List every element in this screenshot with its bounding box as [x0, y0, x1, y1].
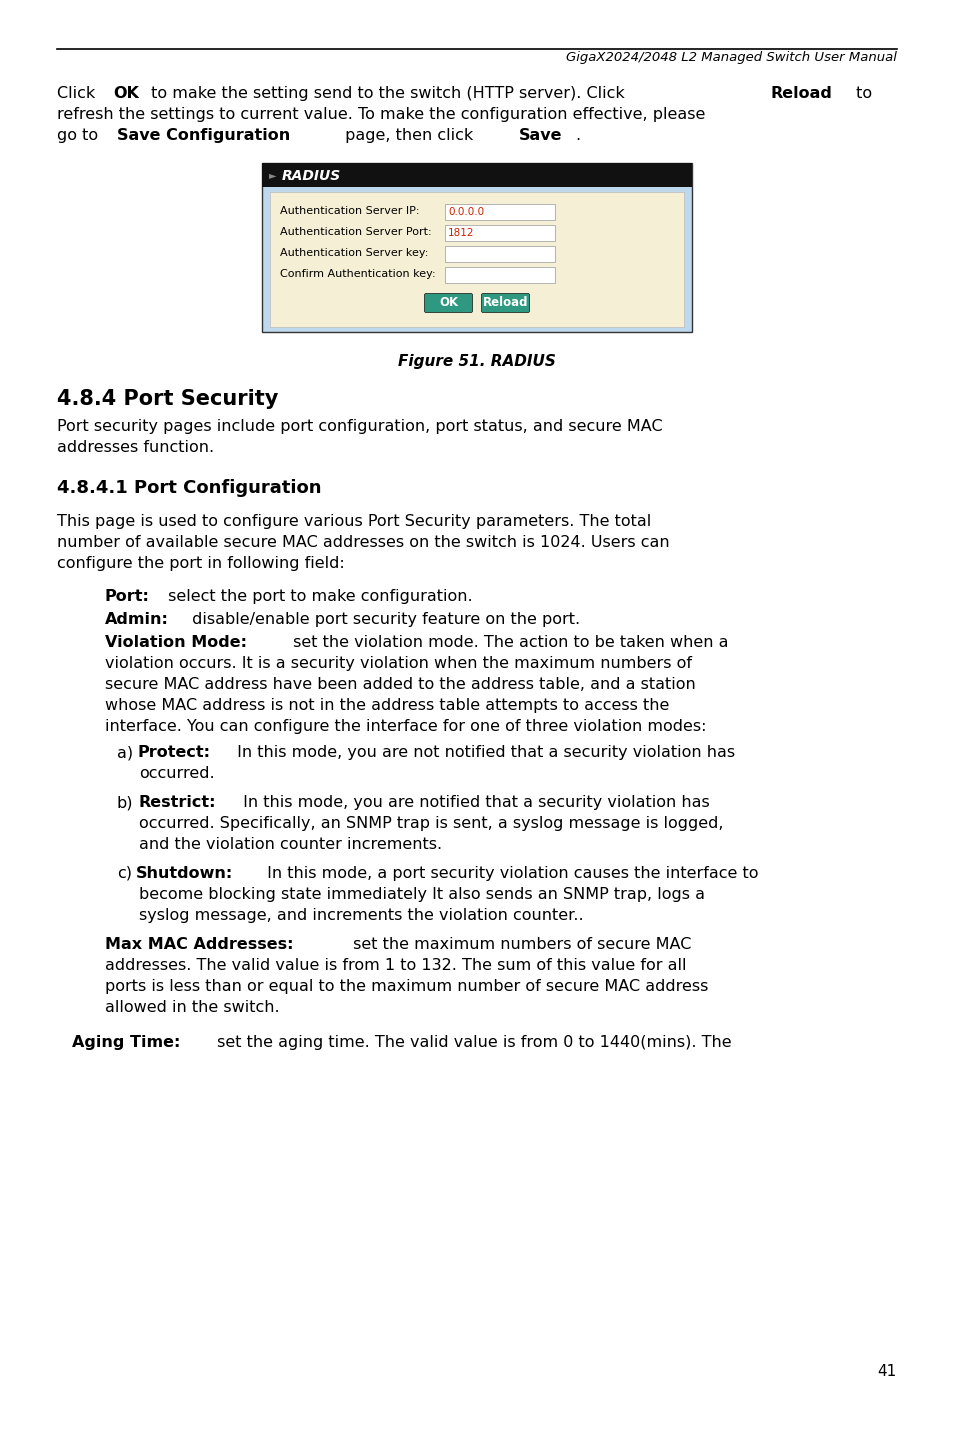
Text: This page is used to configure various Port Security parameters. The total: This page is used to configure various P…	[57, 514, 651, 529]
Text: b): b)	[117, 796, 133, 810]
Text: page, then click: page, then click	[340, 127, 478, 143]
Text: occurred.: occurred.	[139, 766, 214, 781]
FancyBboxPatch shape	[444, 268, 555, 283]
FancyBboxPatch shape	[262, 163, 691, 332]
Text: c): c)	[117, 866, 132, 881]
Text: GigaX2024/2048 L2 Managed Switch User Manual: GigaX2024/2048 L2 Managed Switch User Ma…	[565, 52, 896, 64]
Text: refresh the settings to current value. To make the configuration effective, plea: refresh the settings to current value. T…	[57, 107, 704, 122]
Text: 41: 41	[877, 1364, 896, 1379]
Text: allowed in the switch.: allowed in the switch.	[105, 1000, 279, 1015]
Text: interface. You can configure the interface for one of three violation modes:: interface. You can configure the interfa…	[105, 718, 706, 734]
Text: go to: go to	[57, 127, 103, 143]
FancyBboxPatch shape	[424, 293, 472, 312]
Text: occurred. Specifically, an SNMP trap is sent, a syslog message is logged,: occurred. Specifically, an SNMP trap is …	[139, 816, 722, 831]
FancyBboxPatch shape	[262, 163, 691, 187]
Text: 4.8.4 Port Security: 4.8.4 Port Security	[57, 389, 278, 409]
Text: set the violation mode. The action to be taken when a: set the violation mode. The action to be…	[288, 635, 728, 650]
Text: RADIUS: RADIUS	[282, 169, 341, 183]
Text: Reload: Reload	[770, 86, 832, 102]
Text: Violation Mode:: Violation Mode:	[105, 635, 247, 650]
Text: addresses function.: addresses function.	[57, 439, 213, 455]
Text: become blocking state immediately It also sends an SNMP trap, logs a: become blocking state immediately It als…	[139, 887, 704, 902]
Text: In this mode, you are not notified that a security violation has: In this mode, you are not notified that …	[232, 746, 735, 760]
Text: to make the setting send to the switch (HTTP server). Click: to make the setting send to the switch (…	[146, 86, 630, 102]
Text: disable/enable port security feature on the port.: disable/enable port security feature on …	[187, 612, 580, 627]
Text: violation occurs. It is a security violation when the maximum numbers of: violation occurs. It is a security viola…	[105, 655, 691, 671]
Text: Authentication Server key:: Authentication Server key:	[280, 248, 428, 258]
Text: set the aging time. The valid value is from 0 to 1440(mins). The: set the aging time. The valid value is f…	[212, 1035, 731, 1050]
Text: In this mode, you are notified that a security violation has: In this mode, you are notified that a se…	[238, 796, 709, 810]
Text: 4.8.4.1 Port Configuration: 4.8.4.1 Port Configuration	[57, 479, 321, 497]
Text: to: to	[850, 86, 871, 102]
Text: Restrict:: Restrict:	[138, 796, 215, 810]
Text: secure MAC address have been added to the address table, and a station: secure MAC address have been added to th…	[105, 677, 695, 693]
FancyBboxPatch shape	[444, 225, 555, 240]
Text: select the port to make configuration.: select the port to make configuration.	[163, 590, 472, 604]
Text: syslog message, and increments the violation counter..: syslog message, and increments the viola…	[139, 909, 583, 923]
Text: 1812: 1812	[448, 228, 474, 238]
FancyBboxPatch shape	[444, 246, 555, 262]
Text: In this mode, a port security violation causes the interface to: In this mode, a port security violation …	[261, 866, 758, 881]
FancyBboxPatch shape	[481, 293, 529, 312]
Text: Aging Time:: Aging Time:	[71, 1035, 180, 1050]
Text: ports is less than or equal to the maximum number of secure MAC address: ports is less than or equal to the maxim…	[105, 979, 708, 995]
Text: Protect:: Protect:	[137, 746, 211, 760]
Text: 0.0.0.0: 0.0.0.0	[448, 207, 483, 218]
Text: OK: OK	[438, 296, 457, 309]
Text: Authentication Server IP:: Authentication Server IP:	[280, 206, 419, 216]
Text: Confirm Authentication key:: Confirm Authentication key:	[280, 269, 436, 279]
Text: OK: OK	[112, 86, 139, 102]
Text: Authentication Server Port:: Authentication Server Port:	[280, 228, 431, 238]
FancyBboxPatch shape	[270, 192, 683, 328]
Text: set the maximum numbers of secure MAC: set the maximum numbers of secure MAC	[348, 937, 691, 952]
Text: Admin:: Admin:	[105, 612, 169, 627]
Text: ►: ►	[269, 170, 276, 180]
Text: and the violation counter increments.: and the violation counter increments.	[139, 837, 441, 851]
Text: addresses. The valid value is from 1 to 132. The sum of this value for all: addresses. The valid value is from 1 to …	[105, 957, 686, 973]
Text: Port security pages include port configuration, port status, and secure MAC: Port security pages include port configu…	[57, 419, 662, 434]
Text: number of available secure MAC addresses on the switch is 1024. Users can: number of available secure MAC addresses…	[57, 535, 669, 550]
Text: Click: Click	[57, 86, 100, 102]
Text: Port:: Port:	[105, 590, 150, 604]
Text: Reload: Reload	[482, 296, 528, 309]
Text: Shutdown:: Shutdown:	[136, 866, 233, 881]
FancyBboxPatch shape	[444, 205, 555, 220]
Text: a): a)	[117, 746, 133, 760]
Text: Save Configuration: Save Configuration	[116, 127, 290, 143]
Text: Save: Save	[518, 127, 561, 143]
Text: Figure 51. RADIUS: Figure 51. RADIUS	[397, 353, 556, 369]
Text: configure the port in following field:: configure the port in following field:	[57, 557, 344, 571]
Text: whose MAC address is not in the address table attempts to access the: whose MAC address is not in the address …	[105, 698, 669, 713]
Text: Max MAC Addresses:: Max MAC Addresses:	[105, 937, 294, 952]
Text: .: .	[575, 127, 579, 143]
